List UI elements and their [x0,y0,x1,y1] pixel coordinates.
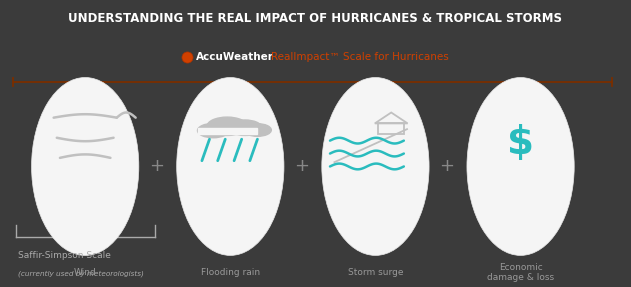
Ellipse shape [467,77,574,255]
Text: Storm surge: Storm surge [348,268,403,277]
Text: Wind: Wind [74,268,97,277]
Ellipse shape [177,77,284,255]
Circle shape [244,124,271,136]
Text: Flooding rain: Flooding rain [201,268,260,277]
Text: +: + [294,158,309,175]
Text: Economic
damage & loss: Economic damage & loss [487,263,554,282]
Circle shape [207,117,247,135]
Circle shape [228,120,262,135]
Text: UNDERSTANDING THE REAL IMPACT OF HURRICANES & TROPICAL STORMS: UNDERSTANDING THE REAL IMPACT OF HURRICA… [69,12,562,25]
Text: Saffir-Simpson Scale: Saffir-Simpson Scale [18,251,110,260]
Text: RealImpact™ Scale for Hurricanes: RealImpact™ Scale for Hurricanes [271,53,449,62]
Text: $: $ [507,125,534,162]
Text: (currently used by meteorologists): (currently used by meteorologists) [18,271,143,278]
Ellipse shape [32,77,139,255]
Circle shape [198,123,229,138]
Bar [198,128,257,134]
Ellipse shape [322,77,429,255]
Bar [378,123,404,134]
Text: +: + [149,158,164,175]
Text: AccuWeather: AccuWeather [196,53,273,62]
Text: +: + [439,158,454,175]
